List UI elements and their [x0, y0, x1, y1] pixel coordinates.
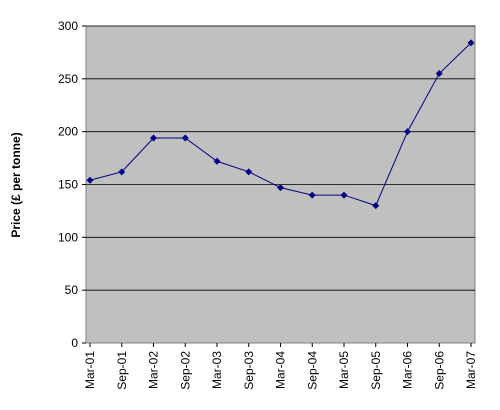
data-point-marker: [435, 70, 443, 78]
data-point-marker: [181, 134, 189, 142]
y-tick-label: 100: [58, 230, 78, 244]
y-tick-label: 300: [58, 19, 78, 33]
x-tick-label: Sep-03: [242, 351, 256, 390]
series-markers: [86, 39, 475, 210]
data-point-marker: [404, 128, 411, 136]
data-point-marker: [308, 191, 316, 199]
x-tick-label: Mar-06: [401, 351, 415, 389]
y-tick-label: 250: [58, 72, 78, 86]
gridlines: [86, 25, 475, 291]
data-point-marker: [467, 39, 475, 47]
x-tick-label: Sep-02: [178, 351, 192, 390]
x-tick-label: Mar-04: [274, 351, 288, 389]
y-tick-label: 0: [71, 336, 78, 350]
x-tick-label: Sep-04: [305, 351, 319, 390]
y-tick-label: 50: [65, 283, 79, 297]
x-tick-label: Sep-01: [115, 351, 129, 390]
y-tick-label: 200: [58, 125, 78, 139]
data-point-marker: [372, 202, 380, 210]
data-point-marker: [213, 157, 221, 165]
data-point-marker: [340, 191, 348, 199]
data-point-marker: [86, 176, 94, 184]
x-tick-label: Mar-07: [464, 351, 478, 389]
x-tick-label: Mar-02: [147, 351, 161, 389]
y-tick-label: 150: [58, 178, 78, 192]
data-point-marker: [150, 134, 157, 142]
x-axis-ticks: Mar-01 Sep-01 Mar-02 Sep-02 Mar-03 Sep-03 Mar-…: [83, 343, 478, 390]
x-tick-label: Mar-03: [210, 351, 224, 389]
x-tick-label: Sep-05: [369, 351, 383, 390]
y-axis-title: Price (£ per tonne): [9, 132, 23, 237]
x-tick-label: Sep-06: [432, 351, 446, 390]
data-point-marker: [277, 184, 284, 192]
x-tick-label: Mar-05: [337, 351, 351, 389]
x-tick-label: Mar-01: [83, 351, 97, 389]
y-axis-ticks: 0 50 100 150 200 250 300: [58, 19, 86, 350]
data-point-marker: [245, 168, 253, 176]
data-point-marker: [118, 168, 126, 176]
